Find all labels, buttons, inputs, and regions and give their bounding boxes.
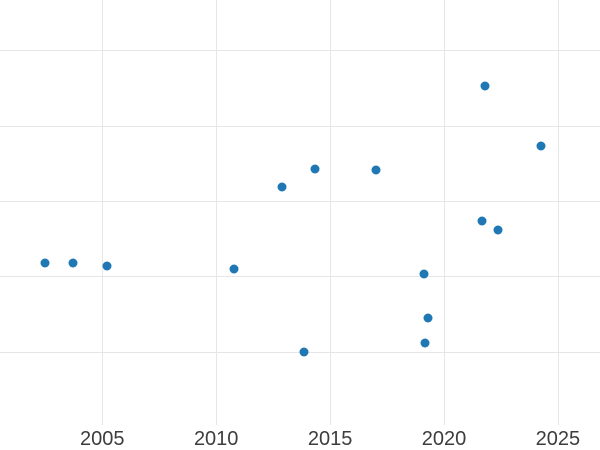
horizontal-gridline: [0, 50, 600, 52]
data-point: [299, 347, 309, 356]
horizontal-gridline: [0, 125, 600, 127]
x-tick-label: 2010: [193, 428, 239, 450]
vertical-gridline: [444, 0, 445, 425]
data-point: [477, 216, 486, 226]
horizontal-gridline: [0, 200, 600, 202]
x-tick-label: 2005: [80, 428, 125, 450]
x-tick-label: 2020: [421, 428, 467, 450]
data-point: [480, 81, 490, 91]
vertical-gridline: [216, 0, 218, 425]
data-point: [423, 313, 433, 323]
data-point: [68, 258, 78, 268]
data-point: [420, 338, 430, 348]
data-point: [419, 269, 429, 279]
data-point: [310, 164, 320, 174]
x-tick-label: 2025: [535, 428, 581, 450]
data-point: [102, 261, 112, 271]
vertical-gridline: [102, 0, 104, 425]
data-point: [40, 258, 50, 268]
data-point: [536, 141, 546, 151]
horizontal-gridline: [0, 276, 600, 278]
vertical-gridline: [557, 0, 559, 425]
data-point: [229, 264, 239, 274]
data-point: [493, 225, 502, 234]
vertical-gridline: [330, 0, 332, 425]
data-point: [277, 182, 287, 192]
data-point: [371, 165, 381, 175]
x-tick-label: 2015: [307, 428, 353, 450]
